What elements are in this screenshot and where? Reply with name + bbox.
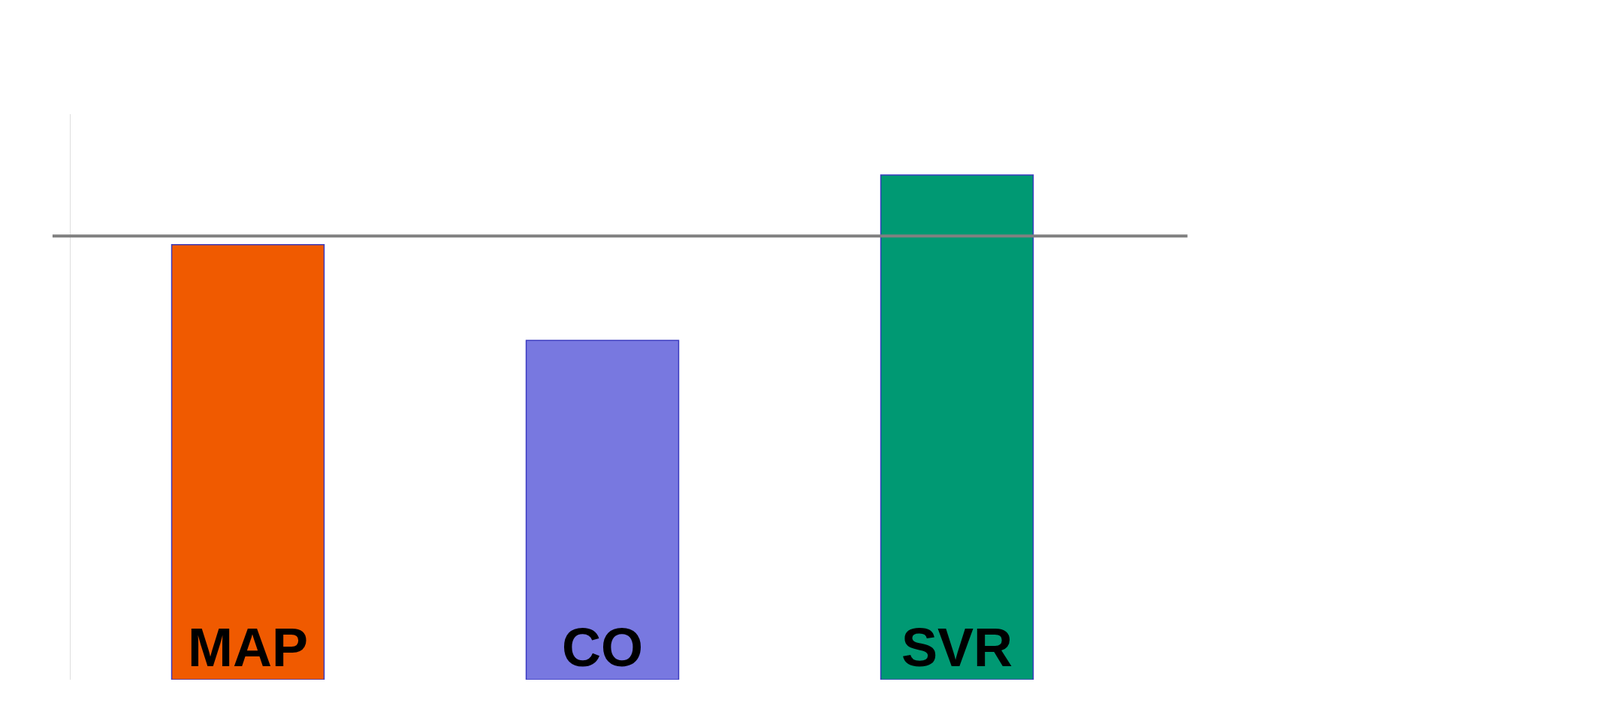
svg-text:CO: CO	[561, 617, 644, 678]
svg-text:SVR: SVR	[901, 617, 1013, 678]
svg-text:MAP: MAP	[187, 617, 308, 678]
